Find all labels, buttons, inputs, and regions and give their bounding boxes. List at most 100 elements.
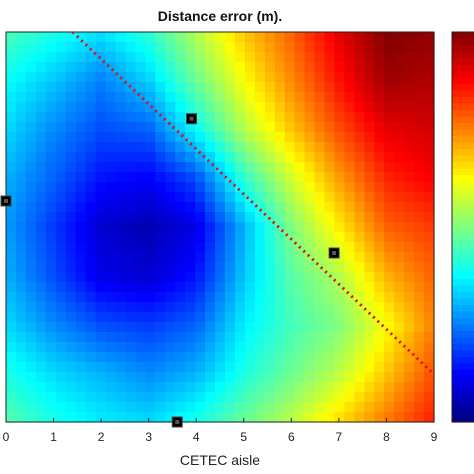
heatmap-cell [125, 352, 136, 363]
heatmap-cell [234, 122, 246, 133]
heatmap-cell [155, 152, 166, 163]
heatmap-cell [105, 272, 117, 283]
heatmap-cell [334, 402, 346, 413]
heatmap-cell [165, 262, 176, 273]
heatmap-cell [6, 292, 17, 303]
colorbar-segment [452, 175, 474, 183]
heatmap-cell [115, 312, 127, 323]
heatmap-cell [384, 292, 395, 303]
heatmap-cell [185, 122, 196, 133]
heatmap-cell [424, 212, 435, 223]
heatmap-cell [404, 132, 415, 143]
heatmap-cell [15, 202, 27, 213]
heatmap-cell [314, 32, 326, 43]
heatmap-cell [224, 352, 236, 363]
heatmap-cell [25, 72, 37, 83]
heatmap-cell [65, 292, 77, 303]
heatmap-cell [304, 212, 316, 223]
heatmap-cell [364, 232, 375, 243]
heatmap-cell [145, 42, 156, 53]
heatmap-cell [185, 42, 196, 53]
heatmap-cell [414, 242, 425, 253]
heatmap-cell [65, 52, 77, 63]
x-tick-label: 4 [193, 430, 200, 444]
heatmap-cell [384, 162, 395, 173]
heatmap-cell [105, 142, 117, 153]
heatmap-cell [175, 122, 186, 133]
heatmap-cell [224, 382, 236, 393]
heatmap-cell [284, 122, 296, 133]
heatmap-cell [65, 112, 77, 123]
heatmap-cell [424, 142, 435, 153]
heatmap-cell [165, 312, 176, 323]
heatmap-cell [35, 312, 47, 323]
heatmap-cell [105, 62, 117, 73]
heatmap-cell [65, 412, 77, 423]
heatmap-cell [304, 402, 316, 413]
heatmap-cell [215, 122, 226, 133]
heatmap-cell [175, 382, 186, 393]
heatmap-cell [65, 202, 77, 213]
heatmap-cell [384, 282, 395, 293]
heatmap-cell [254, 162, 266, 173]
heatmap-cell [424, 52, 435, 63]
colorbar-segment [452, 246, 474, 254]
heatmap-cell [85, 162, 97, 173]
heatmap-cell [374, 182, 385, 193]
heatmap-cell [215, 262, 226, 273]
heatmap-cell [264, 92, 276, 103]
heatmap-cell [55, 42, 67, 53]
heatmap-cell [314, 292, 326, 303]
heatmap-cell [6, 32, 17, 43]
heatmap-cell [394, 262, 405, 273]
heatmap-cell [244, 72, 256, 83]
heatmap-cell [234, 372, 246, 383]
heatmap-cell [6, 152, 17, 163]
heatmap-cell [195, 232, 206, 243]
heatmap-cell [145, 342, 156, 353]
heatmap-cell [224, 62, 236, 73]
heatmap-cell [374, 122, 385, 133]
heatmap-cell [234, 32, 246, 43]
heatmap-cell [115, 272, 127, 283]
heatmap-cell [314, 322, 326, 333]
heatmap-cell [354, 222, 365, 233]
heatmap-cell [244, 182, 256, 193]
heatmap-cell [105, 302, 117, 313]
colorbar-segment [452, 45, 474, 53]
heatmap-cell [195, 142, 206, 153]
heatmap-cell [384, 372, 395, 383]
heatmap-cell [324, 32, 336, 43]
heatmap-cell [115, 122, 127, 133]
heatmap-cell [195, 322, 206, 333]
heatmap-cell [215, 92, 226, 103]
heatmap-cell [95, 142, 107, 153]
heatmap-cell [414, 232, 425, 243]
heatmap-cell [404, 182, 415, 193]
heatmap-cell [364, 262, 375, 273]
heatmap-cell [254, 282, 266, 293]
heatmap-cell [324, 392, 336, 403]
colorbar-segment [452, 272, 474, 280]
heatmap-cell [384, 202, 395, 213]
heatmap-cell [145, 232, 156, 243]
heatmap-cell [195, 42, 206, 53]
heatmap-cell [234, 222, 246, 233]
heatmap-cell [414, 392, 425, 403]
heatmap-cell [294, 202, 306, 213]
colorbar-frame [451, 31, 474, 423]
heatmap-cell [354, 242, 365, 253]
heatmap-cell [135, 172, 146, 183]
heatmap-cell [105, 182, 117, 193]
heatmap-cell [25, 262, 37, 273]
heatmap-cell [344, 62, 355, 73]
heatmap-cell [254, 362, 266, 373]
heatmap-cell [6, 202, 17, 213]
heatmap-cell [264, 342, 276, 353]
heatmap-cell [15, 152, 27, 163]
heatmap-cell [294, 312, 306, 323]
heatmap-cell [65, 302, 77, 313]
heatmap-cell [95, 152, 107, 163]
heatmap-cell [274, 272, 286, 283]
heatmap-cell [105, 162, 117, 173]
